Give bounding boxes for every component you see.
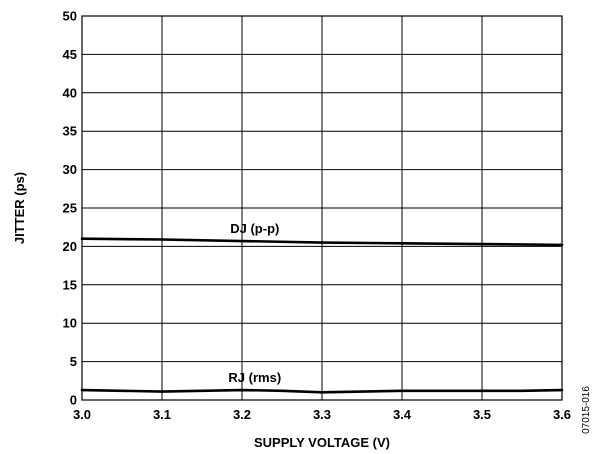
y-tick-label: 50 (63, 9, 77, 24)
series-label: RJ (rms) (228, 370, 281, 385)
x-tick-label: 3.6 (553, 407, 571, 422)
y-tick-label: 10 (63, 316, 77, 331)
x-tick-label: 3.5 (473, 407, 491, 422)
x-tick-label: 3.3 (313, 407, 331, 422)
x-tick-label: 3.1 (153, 407, 171, 422)
series-line (80, 237, 564, 247)
x-tick-label: 3.4 (393, 407, 412, 422)
plot-frame (81, 15, 563, 401)
figure-id-label: 07015-016 (581, 386, 592, 434)
series-line (80, 388, 564, 394)
y-axis-title: JITTER (ps) (12, 172, 27, 244)
y-tick-label: 30 (63, 162, 77, 177)
series-label: DJ (p-p) (230, 221, 279, 236)
series-labels: DJ (p-p) RJ (rms) (228, 221, 281, 385)
y-tick-label: 20 (63, 239, 77, 254)
tick-labels: 3.0 3.1 3.2 3.3 3.4 3.5 3.6 0 5 10 15 20 25 30 35 40 45 5… (63, 9, 572, 423)
y-tick-label: 25 (63, 201, 77, 216)
x-tick-label: 3.0 (73, 407, 91, 422)
y-tick-label: 15 (63, 277, 77, 292)
y-tick-label: 45 (63, 47, 77, 62)
series-lines (80, 237, 564, 394)
y-tick-label: 35 (63, 124, 77, 139)
y-tick-label: 0 (70, 393, 77, 408)
x-axis-title: SUPPLY VOLTAGE (V) (254, 435, 390, 450)
y-tick-label: 40 (63, 85, 77, 100)
x-tick-label: 3.2 (233, 407, 251, 422)
y-tick-label: 5 (70, 354, 77, 369)
